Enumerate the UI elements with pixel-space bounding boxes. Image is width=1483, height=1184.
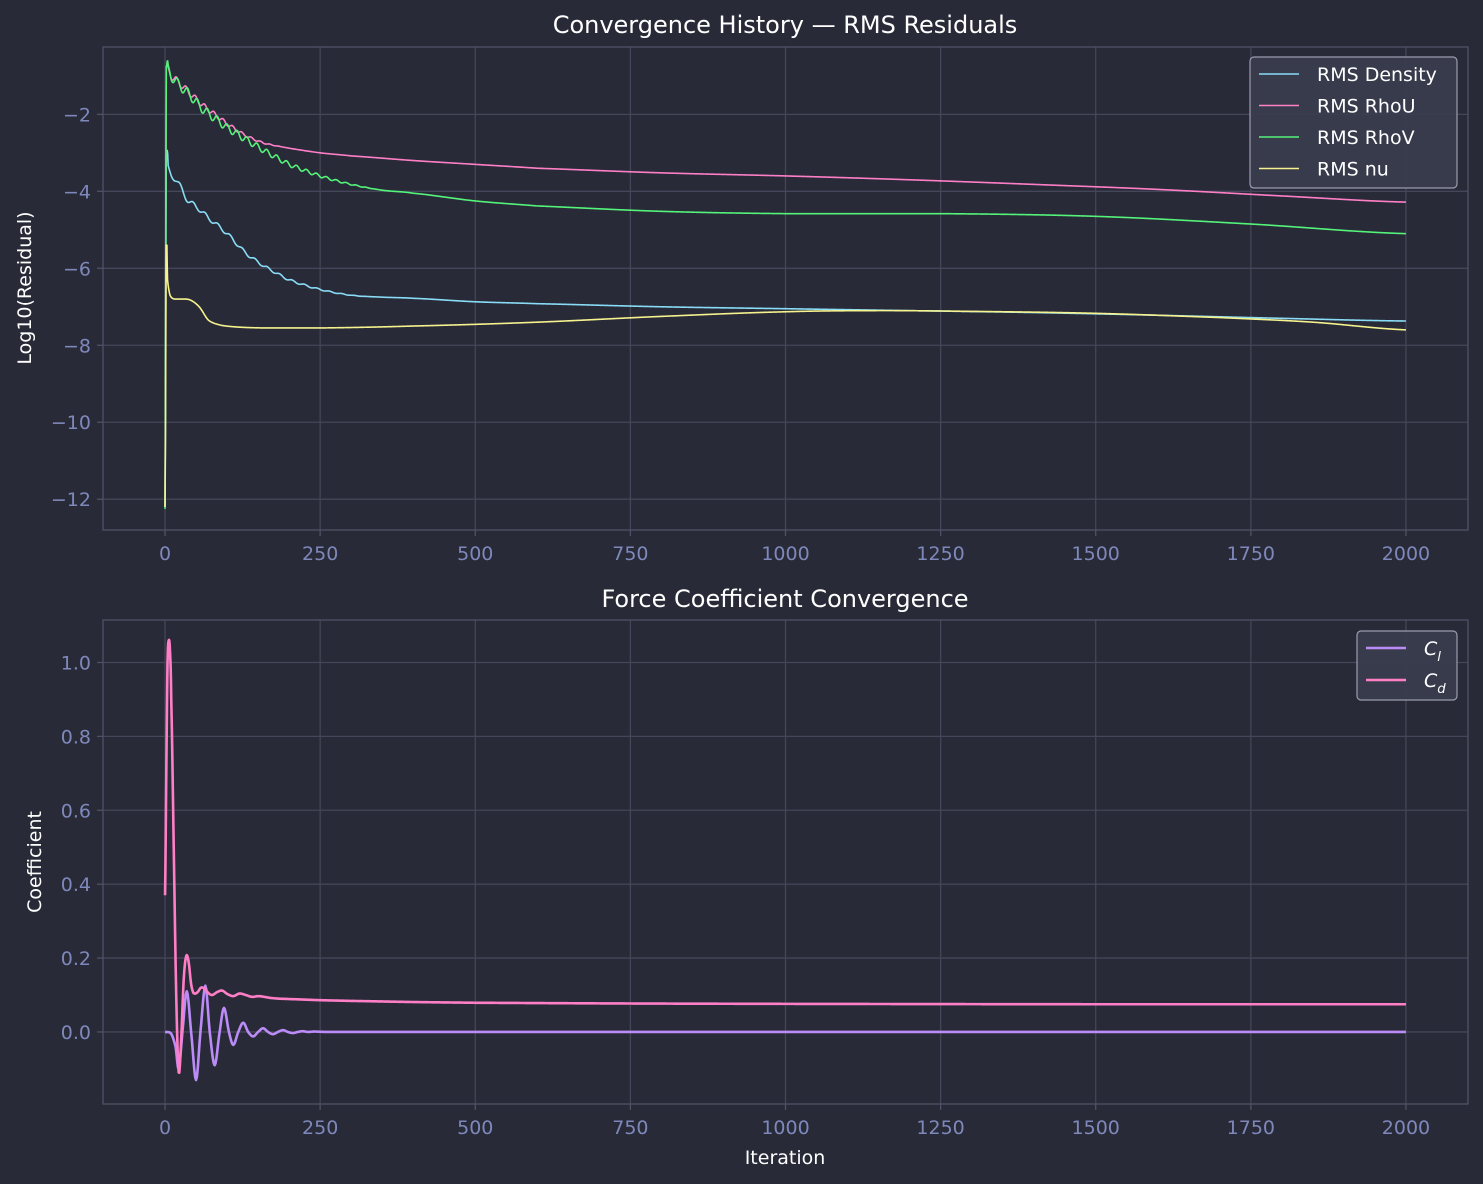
x-tick-label: 1000	[761, 543, 809, 565]
legend-box	[1249, 56, 1458, 189]
series-line-c-d	[163, 638, 1407, 1074]
force-legend: Cl Cd	[1356, 630, 1458, 701]
legend-label: Cl	[1424, 638, 1441, 665]
y-tick-label: 0.8	[61, 726, 91, 748]
legend-label: RMS nu	[1317, 159, 1389, 181]
series-line-rms-rhov	[164, 60, 1406, 509]
y-tick-label: 0.0	[61, 1022, 91, 1044]
y-tick-label: −8	[63, 335, 91, 357]
residuals-y-axis-label: Log10(Residual)	[14, 211, 36, 364]
x-tick-label: 1750	[1227, 1117, 1275, 1139]
x-tick-label: 1500	[1072, 543, 1120, 565]
x-tick-label: 1500	[1072, 1117, 1120, 1139]
y-tick-label: −10	[51, 412, 91, 434]
x-tick-label: 1250	[916, 543, 964, 565]
residuals-plot: Convergence History — RMS Residuals Log1…	[14, 11, 1469, 565]
residual-series	[164, 60, 1406, 509]
x-tick-label: 500	[457, 1117, 493, 1139]
x-tick-label: 500	[457, 543, 493, 565]
series-line-rms-nu	[164, 244, 1406, 507]
coefficient-series	[163, 638, 1407, 1082]
legend-label: Cd	[1424, 670, 1446, 697]
series-line-rms-rhou	[164, 61, 1406, 507]
residuals-legend: RMS Density RMS RhoU RMS RhoV RMS nu	[1249, 56, 1458, 189]
x-tick-label: 250	[302, 543, 338, 565]
force-title: Force Coefficient Convergence	[601, 585, 968, 613]
legend-label: RMS RhoV	[1317, 127, 1415, 149]
y-tick-label: 1.0	[61, 652, 91, 674]
x-tick-label: 750	[612, 543, 648, 565]
legend-label: RMS RhoU	[1317, 96, 1415, 118]
x-tick-label: 2000	[1382, 1117, 1430, 1139]
x-tick-label: 0	[159, 1117, 171, 1139]
y-tick-label: 0.4	[61, 874, 91, 896]
x-tick-label: 1750	[1227, 543, 1275, 565]
force-coefficient-plot: Force Coefficient Convergence Coefficien…	[24, 585, 1469, 1169]
y-tick-label: 0.6	[61, 800, 91, 822]
x-tick-label: 1250	[916, 1117, 964, 1139]
force-x-axis-label: Iteration	[745, 1147, 826, 1169]
force-y-axis-label: Coefficient	[24, 811, 46, 913]
x-tick-label: 2000	[1382, 543, 1430, 565]
y-tick-label: −2	[63, 104, 91, 126]
residuals-title: Convergence History — RMS Residuals	[553, 11, 1018, 39]
y-tick-label: 0.2	[61, 948, 91, 970]
x-tick-label: 1000	[761, 1117, 809, 1139]
legend-label: RMS Density	[1317, 64, 1437, 86]
x-tick-label: 750	[612, 1117, 648, 1139]
series-line-c-l	[164, 984, 1407, 1082]
y-tick-label: −12	[51, 489, 91, 511]
x-tick-label: 250	[302, 1117, 338, 1139]
x-tick-label: 0	[159, 543, 171, 565]
y-tick-label: −6	[63, 258, 91, 280]
y-tick-label: −4	[63, 181, 91, 203]
